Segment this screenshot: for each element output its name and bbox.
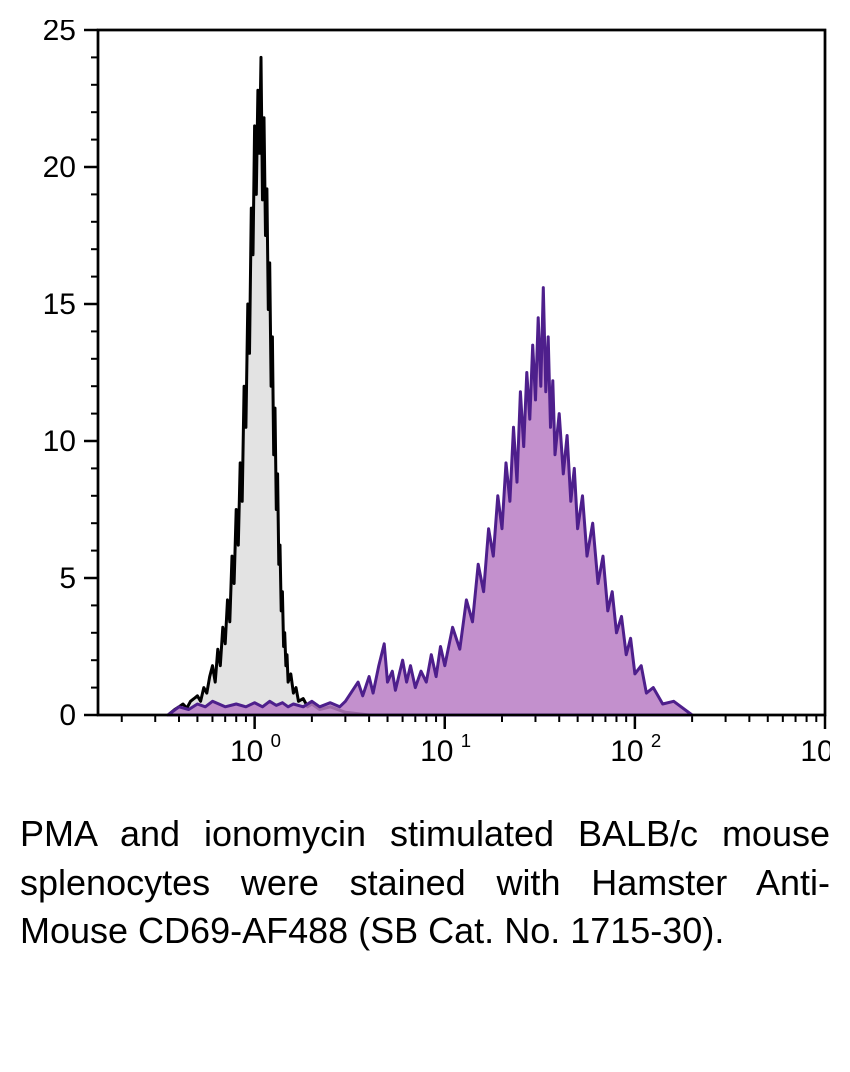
figure-caption: PMA and ionomycin stimulated BALB/c mous… [20, 810, 830, 956]
svg-text:5: 5 [59, 562, 76, 595]
svg-text:0: 0 [59, 699, 76, 732]
svg-text:15: 15 [43, 288, 76, 321]
svg-text:20: 20 [43, 151, 76, 184]
chart-svg: 0510152025100101102103 [20, 20, 830, 780]
svg-text:1: 1 [461, 730, 471, 751]
svg-text:10: 10 [420, 735, 453, 768]
svg-text:10: 10 [230, 735, 263, 768]
svg-text:2: 2 [651, 730, 661, 751]
svg-text:10: 10 [800, 735, 830, 768]
svg-text:0: 0 [271, 730, 281, 751]
svg-text:10: 10 [43, 425, 76, 458]
histogram-chart: 0510152025100101102103 [20, 20, 830, 780]
svg-text:10: 10 [610, 735, 643, 768]
svg-text:25: 25 [43, 20, 76, 47]
